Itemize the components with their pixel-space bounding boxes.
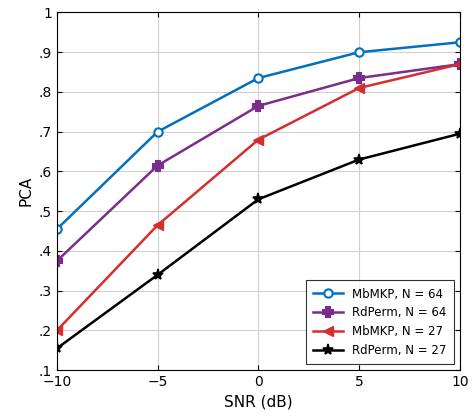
RdPerm, N = 64 bbox=[255, 104, 261, 109]
MbMKP, N = 27 bbox=[255, 137, 261, 142]
MbMKP, N = 27 bbox=[155, 223, 160, 228]
Legend: MbMKP, N = 64, RdPerm, N = 64, MbMKP, N = 27, RdPerm, N = 27: MbMKP, N = 64, RdPerm, N = 64, MbMKP, N … bbox=[306, 280, 454, 364]
MbMKP, N = 64 bbox=[356, 50, 362, 55]
MbMKP, N = 64 bbox=[457, 40, 463, 45]
Line: RdPerm, N = 27: RdPerm, N = 27 bbox=[51, 128, 465, 354]
RdPerm, N = 27 bbox=[155, 272, 160, 277]
RdPerm, N = 64 bbox=[457, 62, 463, 67]
MbMKP, N = 27 bbox=[356, 86, 362, 91]
Line: MbMKP, N = 27: MbMKP, N = 27 bbox=[52, 59, 465, 335]
RdPerm, N = 27 bbox=[457, 131, 463, 136]
RdPerm, N = 64 bbox=[155, 163, 160, 168]
RdPerm, N = 27 bbox=[255, 197, 261, 202]
MbMKP, N = 64 bbox=[54, 227, 60, 232]
RdPerm, N = 64 bbox=[356, 76, 362, 81]
Line: RdPerm, N = 64: RdPerm, N = 64 bbox=[52, 59, 465, 266]
X-axis label: SNR (dB): SNR (dB) bbox=[224, 395, 292, 410]
RdPerm, N = 27 bbox=[356, 157, 362, 162]
MbMKP, N = 64 bbox=[155, 129, 160, 134]
MbMKP, N = 27 bbox=[457, 62, 463, 67]
RdPerm, N = 27 bbox=[54, 346, 60, 351]
RdPerm, N = 64 bbox=[54, 258, 60, 263]
MbMKP, N = 64 bbox=[255, 76, 261, 81]
MbMKP, N = 27 bbox=[54, 328, 60, 333]
Line: MbMKP, N = 64: MbMKP, N = 64 bbox=[53, 38, 464, 233]
Y-axis label: PCA: PCA bbox=[18, 176, 33, 206]
